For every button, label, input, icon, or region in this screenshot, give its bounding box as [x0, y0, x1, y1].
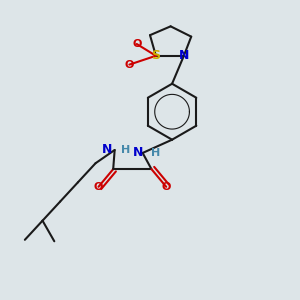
- Text: H: H: [151, 148, 160, 158]
- Text: N: N: [102, 143, 112, 157]
- Text: N: N: [133, 146, 143, 159]
- Text: O: O: [132, 39, 141, 49]
- Text: N: N: [179, 49, 189, 62]
- Text: S: S: [152, 49, 160, 62]
- Text: O: O: [94, 182, 103, 192]
- Text: H: H: [121, 145, 130, 155]
- Text: O: O: [125, 60, 134, 70]
- Text: O: O: [161, 182, 171, 192]
